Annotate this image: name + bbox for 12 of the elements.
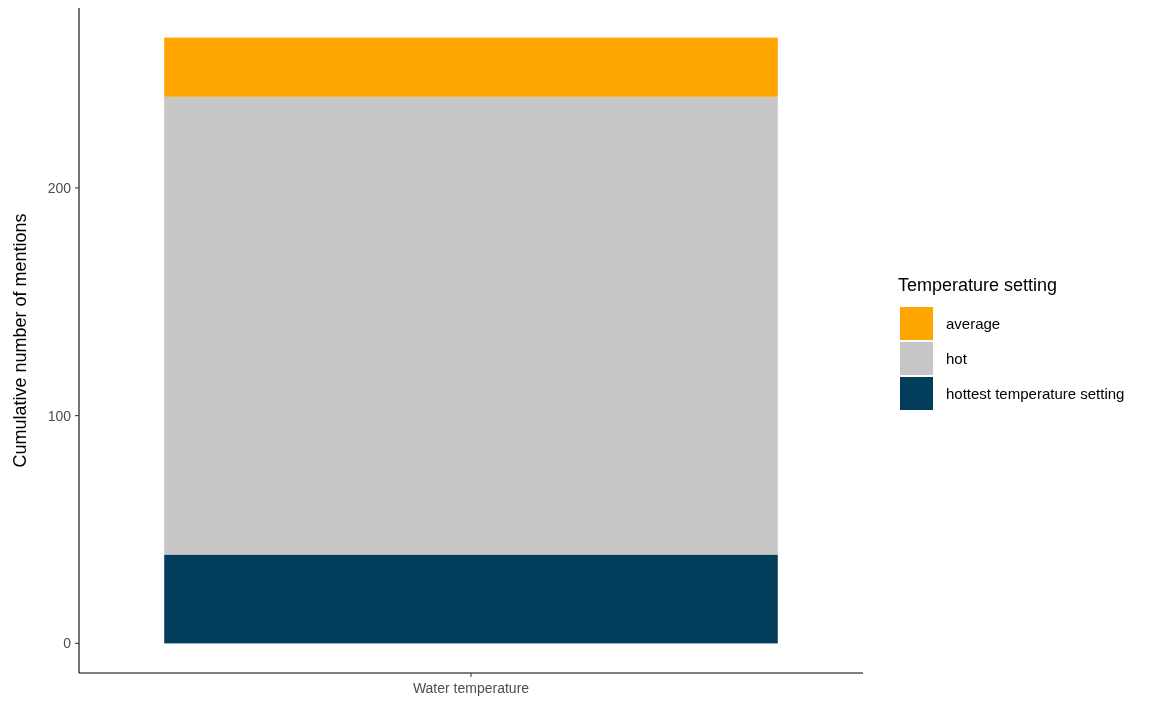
legend-label: average xyxy=(946,314,1001,332)
bar xyxy=(164,37,778,97)
legend-title: Temperature setting xyxy=(898,275,1058,296)
bar xyxy=(164,96,778,555)
x-tick-label: Water temperature xyxy=(412,680,530,696)
bar xyxy=(164,554,778,644)
legend-label: hottest temperature setting xyxy=(946,384,1125,402)
y-tick-label: 100 xyxy=(47,407,72,424)
y-axis-title: Cumulative number of mentions xyxy=(10,213,30,468)
y-tick-label: 0 xyxy=(63,635,72,652)
legend-label: hot xyxy=(946,349,968,367)
y-tick-label: 200 xyxy=(47,179,72,196)
